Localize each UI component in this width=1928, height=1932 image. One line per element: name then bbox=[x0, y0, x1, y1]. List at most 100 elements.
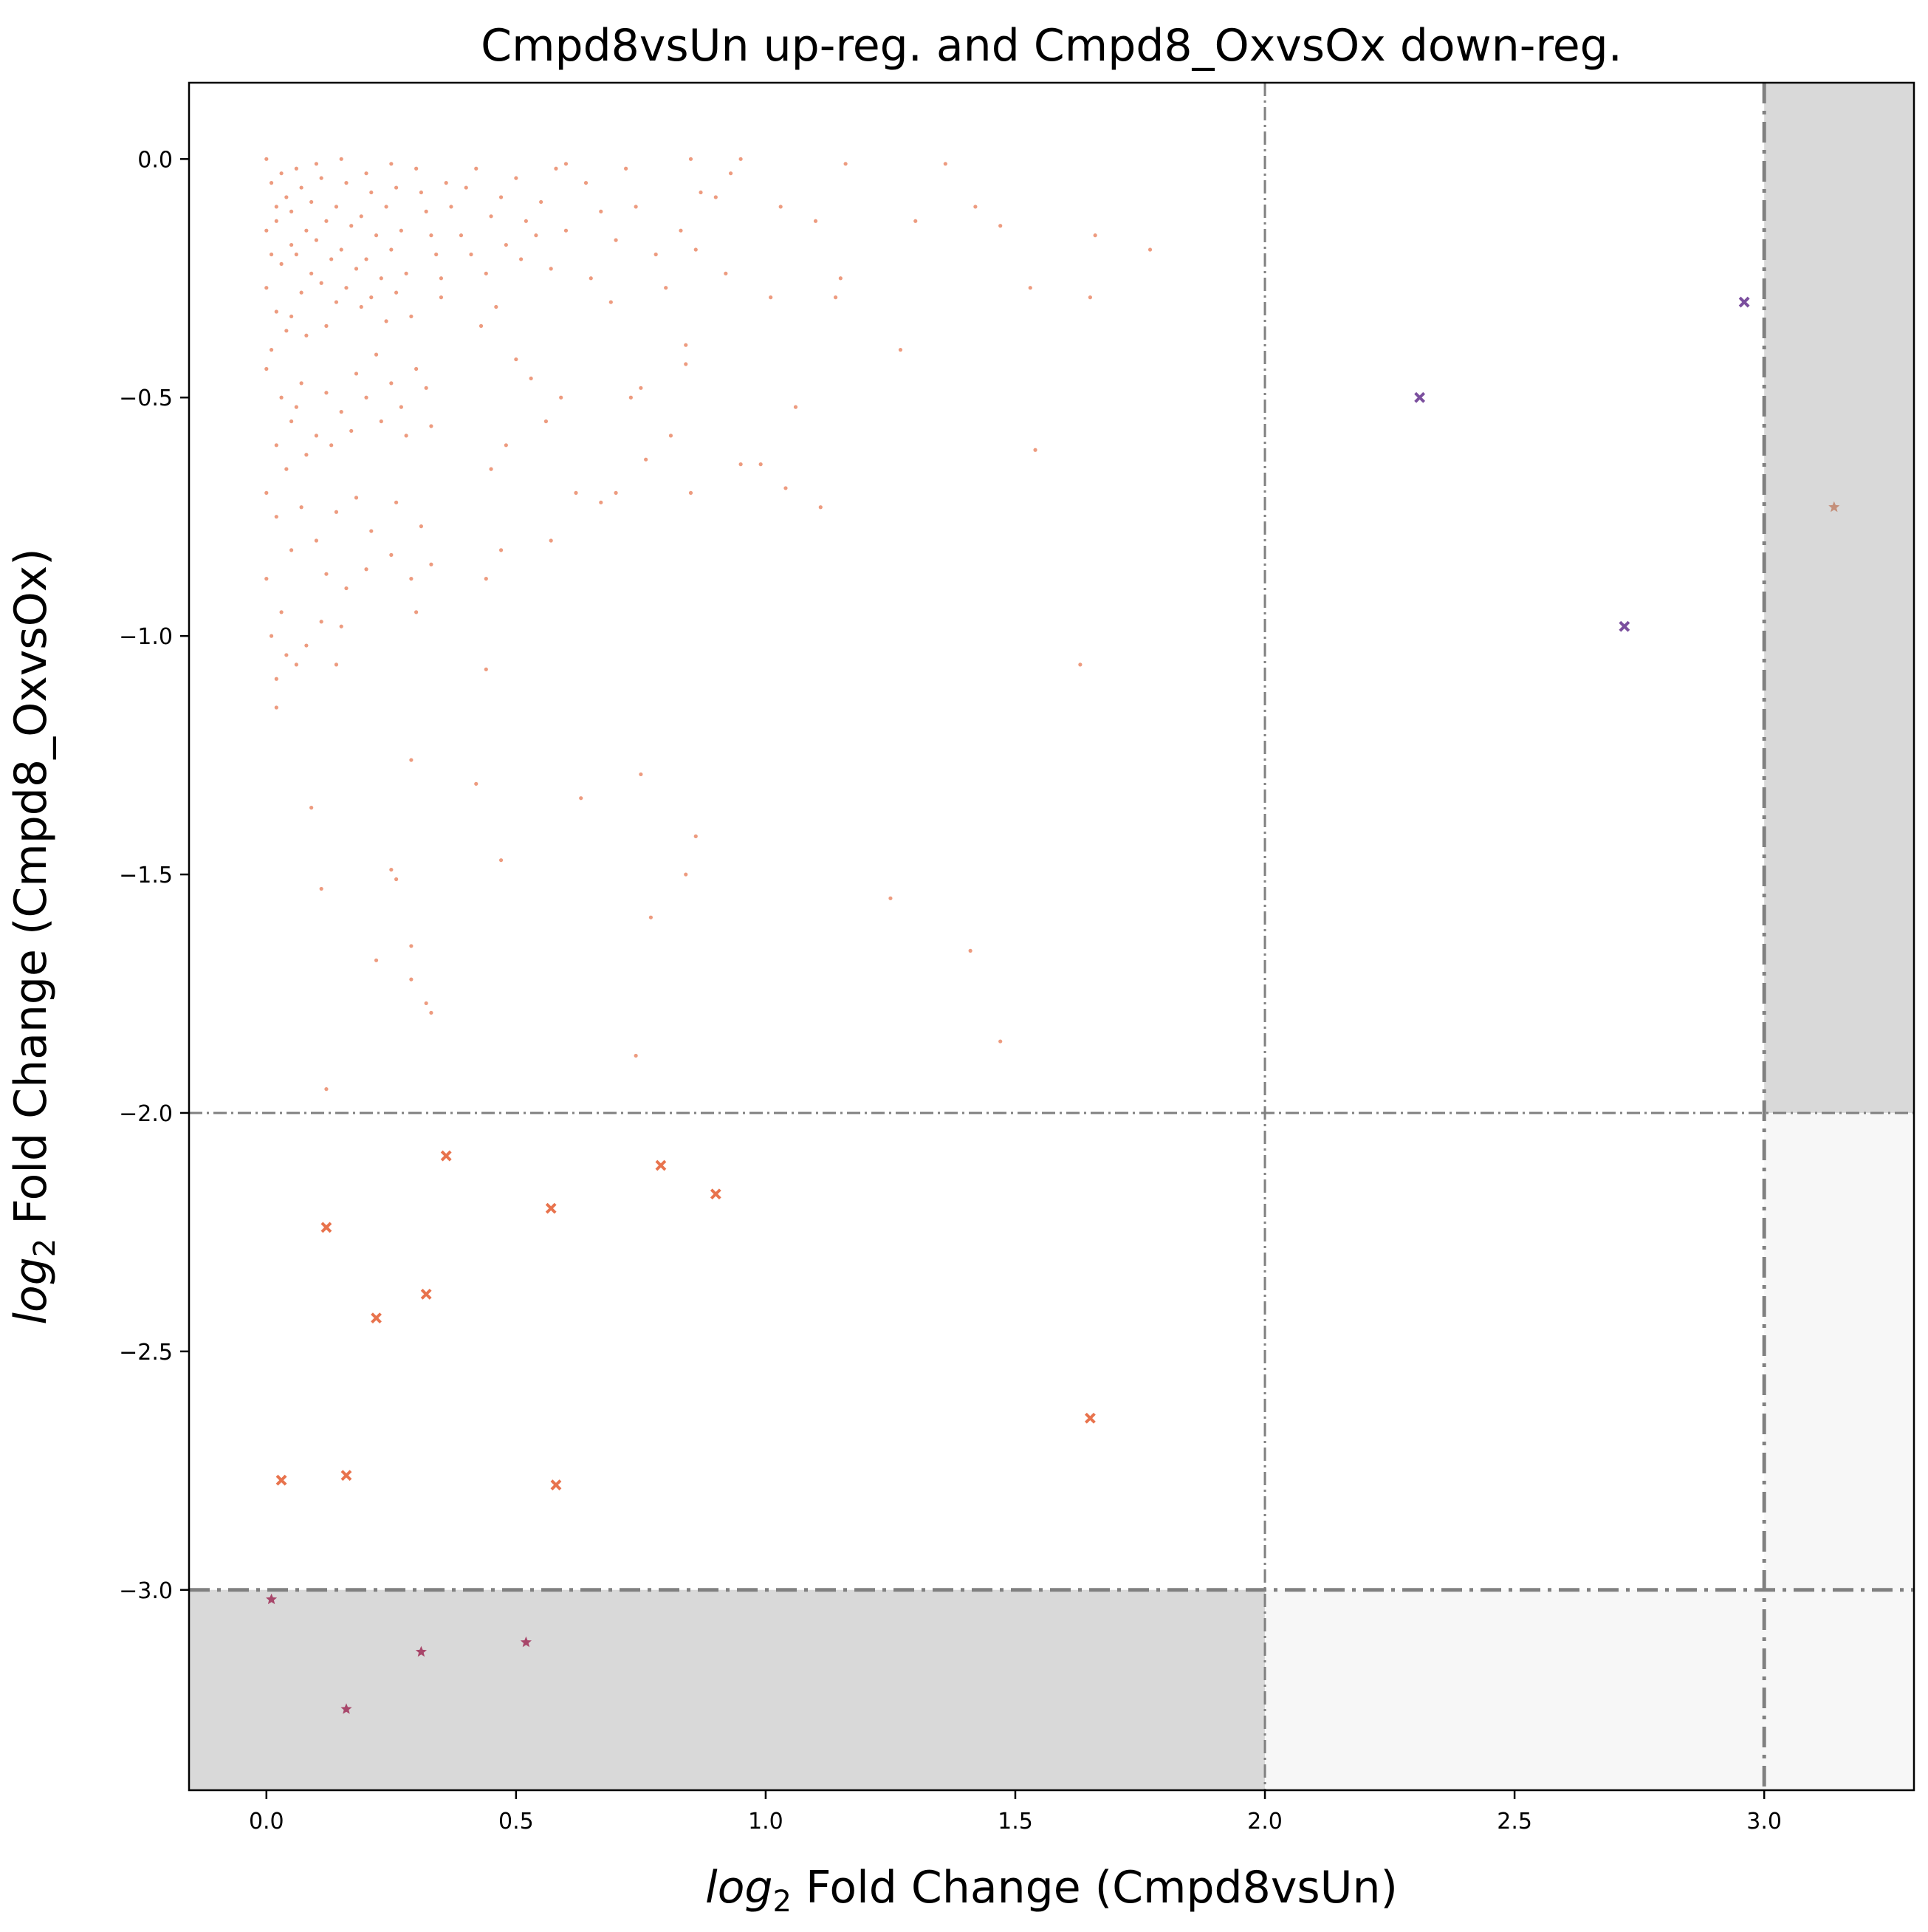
data-point-s0-5 bbox=[279, 171, 284, 176]
data-point-s0-85 bbox=[304, 453, 309, 457]
data-point-s2-0 bbox=[1738, 296, 1750, 308]
data-point-s0-155 bbox=[549, 538, 553, 543]
data-point-s0-166 bbox=[664, 286, 668, 290]
data-point-s0-127 bbox=[324, 1087, 329, 1092]
data-point-s0-24 bbox=[314, 162, 319, 166]
data-point-s0-158 bbox=[498, 858, 504, 863]
data-point-s0-183 bbox=[648, 915, 653, 919]
y-tick-label: −1.0 bbox=[119, 624, 173, 650]
data-point-s0-0 bbox=[264, 157, 269, 161]
data-point-s0-181 bbox=[684, 362, 688, 366]
data-point-s0-106 bbox=[429, 562, 433, 566]
data-point-s1-9 bbox=[275, 1474, 287, 1486]
data-point-s0-18 bbox=[304, 228, 309, 233]
shaded-region-0 bbox=[1764, 83, 1914, 1113]
data-point-s0-27 bbox=[324, 219, 329, 223]
data-point-s0-114 bbox=[334, 662, 339, 667]
data-point-s0-125 bbox=[424, 1001, 428, 1006]
data-point-s0-198 bbox=[818, 505, 823, 510]
shaded-regions bbox=[189, 83, 1914, 1790]
data-point-s0-169 bbox=[699, 190, 703, 195]
data-point-s0-9 bbox=[279, 261, 284, 267]
data-point-s0-177 bbox=[599, 500, 603, 504]
threshold-lines bbox=[189, 83, 1914, 1790]
data-point-s0-51 bbox=[384, 205, 388, 209]
shaded-region-3 bbox=[1265, 1589, 1914, 1790]
data-point-s0-141 bbox=[534, 233, 538, 238]
data-point-s0-202 bbox=[888, 896, 893, 900]
data-point-s0-17 bbox=[289, 209, 294, 213]
data-point-s0-193 bbox=[769, 295, 773, 300]
data-point-s0-64 bbox=[449, 205, 453, 209]
data-point-s0-191 bbox=[738, 462, 743, 467]
data-point-s0-165 bbox=[653, 252, 658, 257]
data-point-s0-184 bbox=[634, 1053, 638, 1058]
data-point-s0-52 bbox=[399, 228, 403, 233]
data-point-s0-55 bbox=[394, 290, 399, 295]
data-point-s0-107 bbox=[269, 634, 274, 638]
data-point-s0-25 bbox=[319, 176, 323, 180]
data-point-s0-49 bbox=[389, 162, 394, 166]
data-point-s0-146 bbox=[514, 357, 518, 362]
data-point-s0-82 bbox=[414, 366, 419, 371]
y-axis-title-text: Fold Change (Cmpd8_OxvsOx) bbox=[5, 548, 57, 1239]
data-point-s0-42 bbox=[369, 190, 374, 195]
data-point-s0-180 bbox=[688, 490, 693, 495]
data-point-s0-205 bbox=[943, 162, 947, 166]
data-point-s0-145 bbox=[494, 304, 498, 309]
data-point-s4-1 bbox=[415, 1645, 427, 1657]
data-point-s0-138 bbox=[484, 271, 488, 275]
y-tick-label: −0.5 bbox=[119, 386, 173, 411]
data-point-s0-110 bbox=[319, 620, 323, 624]
data-point-s0-41 bbox=[364, 171, 368, 176]
data-point-s0-215 bbox=[1147, 247, 1153, 252]
plot-frame bbox=[188, 81, 1915, 1792]
data-point-s0-189 bbox=[738, 157, 743, 161]
data-point-s0-15 bbox=[294, 166, 298, 171]
data-point-s0-12 bbox=[284, 329, 289, 333]
data-point-s0-124 bbox=[409, 977, 414, 982]
data-point-s0-53 bbox=[389, 247, 394, 252]
data-point-s0-190 bbox=[724, 271, 728, 275]
data-point-s0-126 bbox=[429, 1010, 433, 1015]
data-point-s1-4 bbox=[320, 1222, 332, 1233]
data-point-s0-194 bbox=[778, 205, 783, 209]
data-point-s0-79 bbox=[374, 352, 379, 357]
data-point-s4-0 bbox=[266, 1593, 278, 1605]
data-point-s3-0 bbox=[1828, 501, 1840, 513]
data-point-s0-8 bbox=[289, 242, 294, 247]
data-point-s0-40 bbox=[359, 304, 363, 309]
data-point-s0-203 bbox=[898, 348, 903, 352]
data-point-s0-214 bbox=[1093, 233, 1097, 238]
data-point-s0-81 bbox=[399, 405, 403, 409]
data-point-s0-80 bbox=[389, 381, 394, 386]
data-point-s0-83 bbox=[424, 386, 428, 390]
data-point-s0-211 bbox=[1033, 448, 1037, 452]
data-point-s0-48 bbox=[384, 319, 388, 323]
data-point-s0-102 bbox=[344, 586, 349, 591]
data-point-s0-113 bbox=[294, 662, 298, 667]
data-point-s0-71 bbox=[314, 434, 319, 438]
data-point-s0-35 bbox=[334, 205, 339, 209]
data-point-s1-2 bbox=[710, 1188, 721, 1200]
x-axis-ticks: 0.0 0.5 1.0 1.5 2.0 2.5 3.0 bbox=[249, 1790, 1782, 1835]
data-point-s0-91 bbox=[289, 548, 294, 552]
data-point-s0-10 bbox=[264, 286, 269, 290]
data-point-s0-135 bbox=[554, 166, 558, 171]
data-point-s0-200 bbox=[838, 276, 843, 281]
data-point-s0-153 bbox=[484, 577, 488, 581]
data-point-s0-157 bbox=[474, 781, 478, 786]
data-point-s0-59 bbox=[424, 209, 428, 213]
data-point-s0-118 bbox=[319, 886, 323, 891]
data-point-s0-28 bbox=[314, 238, 319, 242]
data-point-s0-207 bbox=[973, 205, 978, 209]
x-tick-label: 1.5 bbox=[998, 1809, 1033, 1835]
data-point-s0-38 bbox=[354, 267, 359, 271]
data-point-s0-185 bbox=[684, 872, 688, 877]
data-point-s0-103 bbox=[364, 567, 368, 572]
data-point-s0-99 bbox=[394, 500, 399, 504]
data-point-s1-3 bbox=[545, 1202, 557, 1214]
data-point-s0-23 bbox=[304, 333, 309, 338]
y-axis-title: log2 Fold Change (Cmpd8_OxvsOx) bbox=[5, 548, 62, 1324]
data-point-s0-31 bbox=[334, 300, 339, 304]
